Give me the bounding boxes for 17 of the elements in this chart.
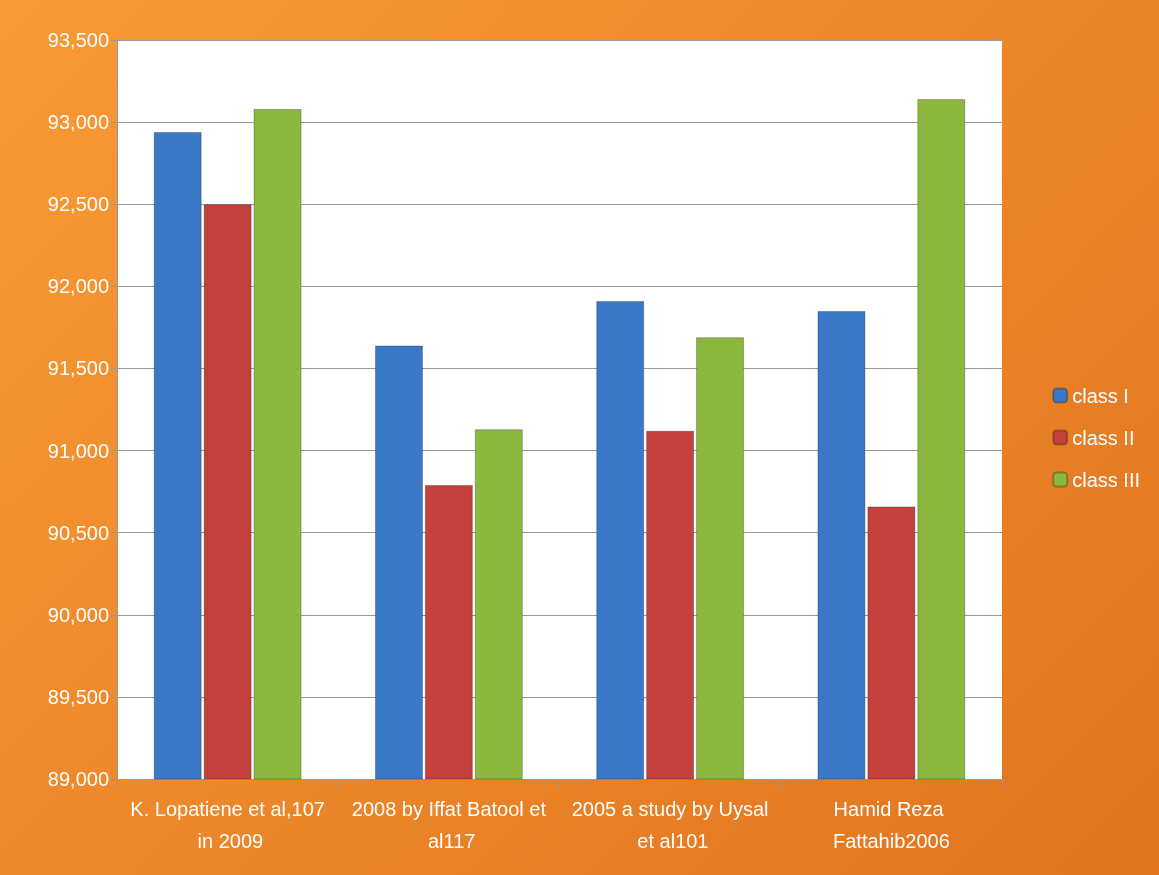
x-tick-label: 2005 a study by Uysal et al101: [571, 798, 769, 852]
y-tick-label: 92,500: [47, 193, 109, 216]
x-tick-label: 2008 by Iffat Batool et al117: [351, 798, 547, 852]
y-tick-label: 93,000: [47, 111, 109, 134]
y-tick-label: 91,500: [47, 357, 109, 380]
y-tick-label: 92,000: [47, 275, 109, 298]
y-tick-label: 90,000: [47, 603, 109, 626]
y-tick-label: 93,500: [47, 29, 109, 51]
x-tick-label: K. Lopatiene et al,107 in 2009: [130, 798, 325, 852]
x-tick-label: Hamid Reza Fattahib2006: [832, 798, 950, 852]
y-tick-label: 90,500: [47, 521, 109, 544]
legend-label: class I: [1072, 384, 1129, 407]
legend-label: class II: [1072, 426, 1135, 449]
y-tick-label: 89,500: [47, 685, 109, 708]
y-tick-label: 89,000: [47, 768, 109, 790]
y-tick-label: 91,000: [47, 439, 109, 462]
legend-label: class III: [1072, 468, 1140, 491]
